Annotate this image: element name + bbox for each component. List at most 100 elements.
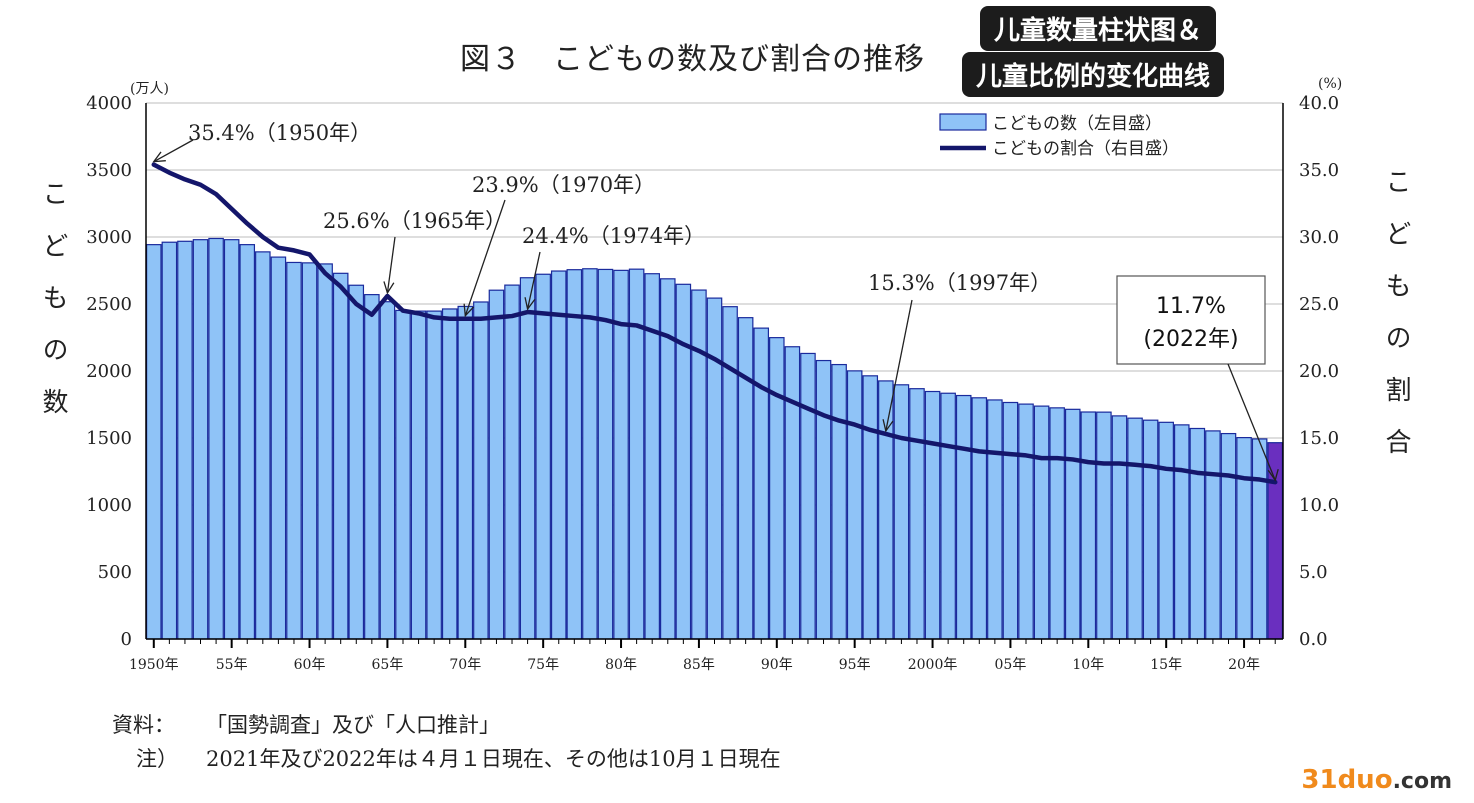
- bar: [769, 337, 785, 640]
- bar: [332, 272, 349, 640]
- annotation-pointer: [526, 251, 541, 310]
- annotation-arrowhead: [524, 297, 536, 311]
- right-axis-title: こどもの割合: [1381, 168, 1411, 480]
- bar: [504, 284, 520, 640]
- bar: [1189, 427, 1206, 640]
- x-tick-label: 1950年: [129, 657, 179, 673]
- bar: [1251, 438, 1268, 640]
- bar: [395, 309, 411, 640]
- bar: [691, 289, 707, 640]
- bar: [831, 363, 847, 640]
- bar: [1096, 411, 1112, 640]
- y-right-tick-label: 0.0: [1299, 629, 1328, 650]
- y-right-tick-label: 35.0: [1299, 160, 1339, 181]
- bar: [566, 269, 583, 640]
- notes: 資料： 「国勢調査」及び「人口推計」 注） 2021年及び2022年は４月１日現在、…: [112, 708, 781, 776]
- bar: [1220, 432, 1237, 640]
- bar: [1173, 424, 1190, 640]
- annotation-pointer: [1227, 363, 1276, 481]
- x-tick-label: 75年: [527, 657, 559, 673]
- watermark-suffix: .com: [1392, 769, 1452, 794]
- source-label: 資料：: [112, 713, 175, 737]
- bar: [737, 317, 754, 640]
- footnote-label: 注）: [136, 747, 178, 771]
- y-left-tick-label: 0: [121, 629, 132, 650]
- y-left-tick-label: 3000: [86, 227, 132, 248]
- bar: [1018, 403, 1034, 640]
- y-right-tick-label: 20.0: [1299, 361, 1339, 382]
- x-tick-label: 2000年: [908, 657, 958, 673]
- x-tick-label: 95年: [839, 657, 871, 673]
- x-tick-label: 60年: [294, 657, 326, 673]
- y-right-tick-label: 40.0: [1299, 93, 1339, 114]
- bar: [426, 310, 442, 640]
- bar: [519, 277, 536, 640]
- bar: [878, 380, 894, 640]
- bar: [909, 388, 925, 640]
- bar: [722, 306, 738, 640]
- right-axis-unit: (%): [1318, 76, 1343, 92]
- bar: [675, 283, 692, 640]
- chart: 1950年 55年 60年 65年 70年 75年 80年 85年 90年 95年 2000年 05年…: [86, 93, 1339, 673]
- annotation-sublabel: (2022年): [1143, 327, 1238, 352]
- bar: [971, 397, 988, 640]
- bar: [255, 251, 271, 640]
- annotation-arrowhead: [1267, 469, 1279, 482]
- x-tick-label: 55年: [216, 657, 248, 673]
- bar: [146, 244, 162, 640]
- y-left-tick-label: 1500: [86, 428, 132, 449]
- bar: [582, 268, 598, 640]
- bar: [784, 346, 801, 640]
- bar: [955, 394, 972, 640]
- bar: [317, 263, 333, 640]
- annotation-arrowhead: [463, 303, 475, 318]
- bar: [223, 239, 240, 640]
- annotation-label: 35.4%（1950年）: [188, 121, 371, 145]
- watermark: 31duo.com: [1301, 765, 1452, 795]
- left-axis-title: こどもの数: [38, 180, 68, 440]
- y-left-tick-label: 1000: [86, 495, 132, 516]
- x-tick-label: 10年: [1072, 657, 1104, 673]
- bar: [940, 392, 956, 640]
- bar: [753, 327, 770, 640]
- annotation-label: 11.7%: [1156, 294, 1226, 319]
- bar: [1127, 417, 1143, 640]
- x-tick-label: 90年: [761, 657, 793, 673]
- annotation-label: 23.9%（1970年）: [472, 173, 655, 197]
- overlay-badge-line-chart: 儿童比例的变化曲线: [962, 52, 1225, 97]
- y-right-tick-label: 10.0: [1299, 495, 1339, 516]
- bar: [893, 384, 910, 640]
- legend-bar-swatch: [939, 113, 987, 131]
- bar: [161, 241, 178, 640]
- bar: [1205, 430, 1221, 640]
- annotation-pointer: [464, 199, 506, 316]
- bar: [192, 239, 209, 640]
- bar: [1002, 401, 1019, 640]
- y-right-tick-label: 25.0: [1299, 294, 1339, 315]
- legend-line-label: こどもの割合（右目盛）: [992, 139, 1179, 159]
- bar: [239, 244, 256, 640]
- bar: [410, 310, 427, 640]
- ratio-line: [151, 162, 1278, 485]
- x-tick-label: 05年: [995, 657, 1027, 673]
- bar: [535, 273, 551, 640]
- bar: [1080, 411, 1097, 640]
- annotation-pointer: [153, 139, 194, 163]
- source-text: 「国勢調査」及び「人口推計」: [206, 713, 500, 737]
- bar: [364, 294, 380, 640]
- bar: [457, 305, 474, 640]
- bar: [1049, 407, 1065, 640]
- x-tick-label: 70年: [449, 657, 481, 673]
- bar: [1064, 408, 1081, 640]
- footnote-text: 2021年及び2022年は４月１日現在、その他は10月１日現在: [206, 747, 781, 771]
- y-right-tick-label: 30.0: [1299, 227, 1339, 248]
- annotation-label: 24.4%（1974年）: [522, 224, 705, 248]
- y-left-tick-label: 4000: [86, 93, 132, 114]
- y-left-tick-label: 2500: [86, 294, 132, 315]
- y-left-tick-label: 500: [98, 562, 132, 583]
- annotation-arrowhead: [882, 419, 894, 433]
- bar: [1142, 419, 1159, 640]
- legend-bar-label: こどもの数（左目盛）: [992, 114, 1162, 134]
- bar: [473, 301, 489, 640]
- y-left-tick-label: 3500: [86, 160, 132, 181]
